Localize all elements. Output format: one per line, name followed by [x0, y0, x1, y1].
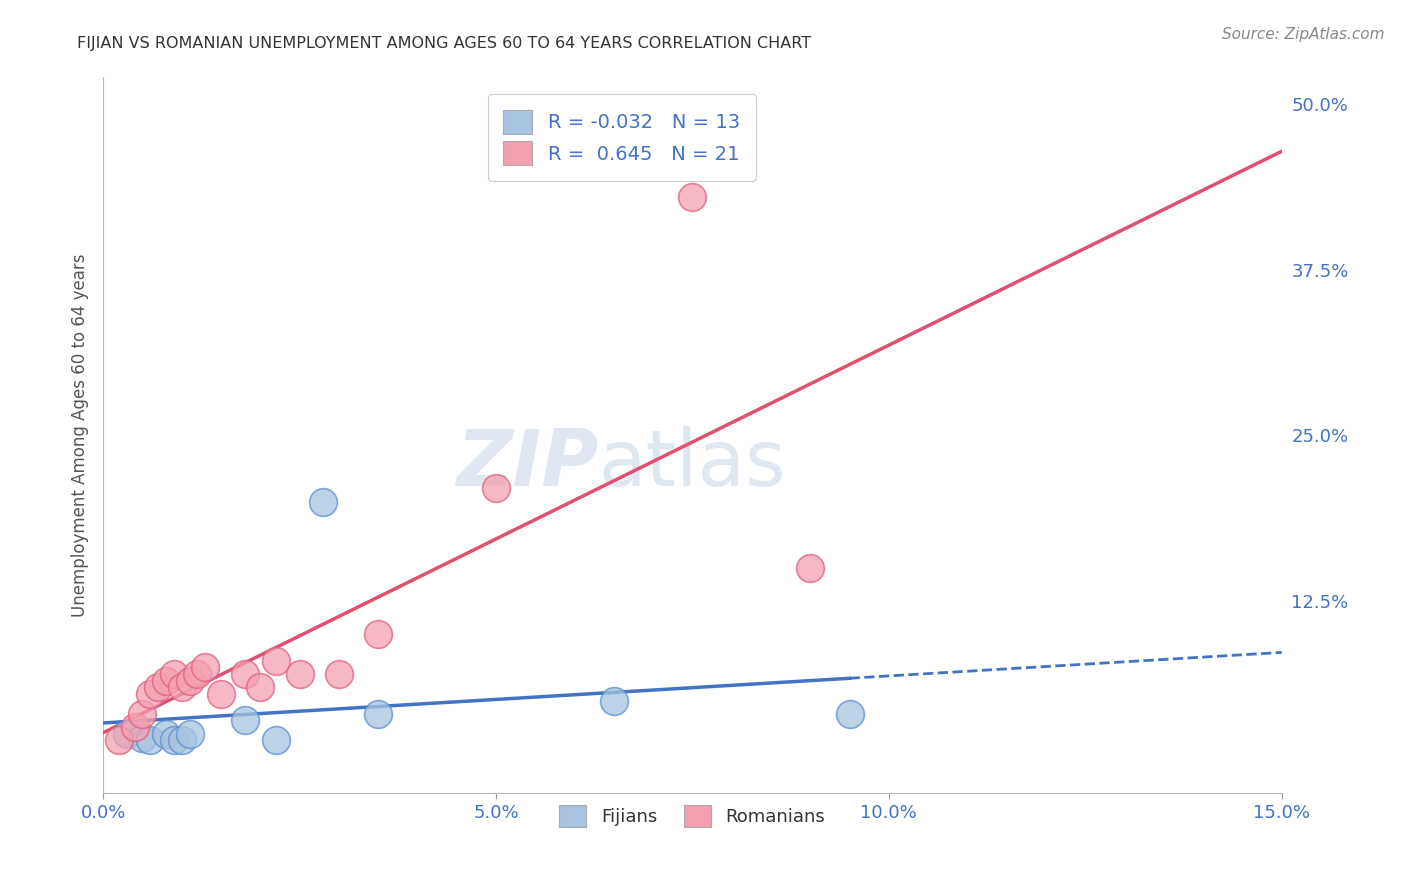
- Point: [170, 733, 193, 747]
- Point: [131, 706, 153, 721]
- Text: FIJIAN VS ROMANIAN UNEMPLOYMENT AMONG AGES 60 TO 64 YEARS CORRELATION CHART: FIJIAN VS ROMANIAN UNEMPLOYMENT AMONG AG…: [77, 36, 811, 51]
- Point: [155, 673, 177, 688]
- Point: [124, 720, 146, 734]
- Point: [312, 494, 335, 508]
- Text: Source: ZipAtlas.com: Source: ZipAtlas.com: [1222, 27, 1385, 42]
- Point: [194, 660, 217, 674]
- Point: [249, 681, 271, 695]
- Point: [264, 654, 287, 668]
- Point: [485, 482, 508, 496]
- Point: [115, 727, 138, 741]
- Point: [681, 190, 703, 204]
- Point: [179, 727, 201, 741]
- Point: [163, 667, 186, 681]
- Point: [108, 733, 131, 747]
- Point: [233, 714, 256, 728]
- Point: [186, 667, 208, 681]
- Point: [155, 727, 177, 741]
- Point: [139, 687, 162, 701]
- Point: [264, 733, 287, 747]
- Text: atlas: atlas: [598, 426, 786, 502]
- Point: [209, 687, 232, 701]
- Legend: Fijians, Romanians: Fijians, Romanians: [553, 798, 832, 834]
- Point: [170, 681, 193, 695]
- Point: [131, 731, 153, 745]
- Point: [367, 627, 389, 641]
- Point: [233, 667, 256, 681]
- Point: [799, 561, 821, 575]
- Y-axis label: Unemployment Among Ages 60 to 64 years: Unemployment Among Ages 60 to 64 years: [72, 253, 89, 617]
- Point: [139, 733, 162, 747]
- Text: ZIP: ZIP: [456, 426, 598, 502]
- Point: [367, 706, 389, 721]
- Point: [163, 733, 186, 747]
- Point: [328, 667, 350, 681]
- Point: [288, 667, 311, 681]
- Point: [838, 706, 860, 721]
- Point: [603, 693, 626, 707]
- Point: [146, 681, 169, 695]
- Point: [179, 673, 201, 688]
